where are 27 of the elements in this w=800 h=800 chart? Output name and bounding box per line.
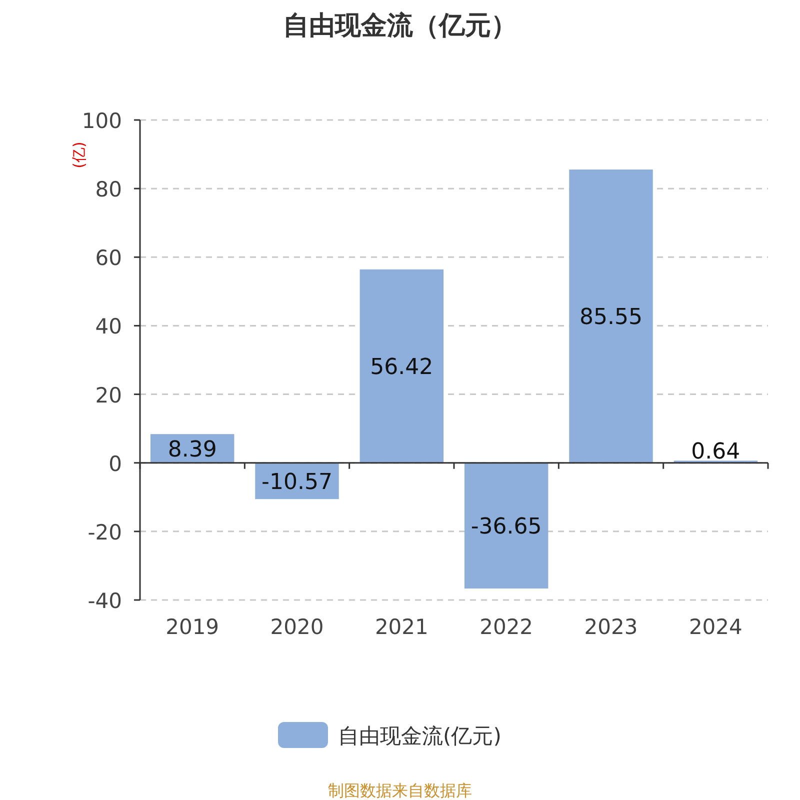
- data-label: -10.57: [262, 470, 332, 495]
- y-tick-label: 20: [95, 383, 122, 408]
- legend-label: 自由现金流(亿元): [338, 724, 502, 748]
- x-tick-label: 2020: [270, 615, 324, 639]
- y-tick-label: 40: [95, 314, 122, 339]
- y-tick-label: 100: [82, 109, 122, 133]
- y-tick-label: -20: [88, 520, 122, 544]
- data-label: 85.55: [580, 305, 642, 330]
- x-tick-label: 2024: [688, 615, 742, 639]
- y-tick-label: 60: [95, 246, 122, 270]
- bar: [464, 462, 548, 589]
- x-tick-label: 2019: [166, 615, 220, 639]
- chart-title: 自由现金流（亿元）: [283, 11, 517, 41]
- x-tick-label: 2023: [584, 615, 638, 639]
- y-tick-label: 0: [108, 452, 122, 476]
- y-axis-title: (亿): [70, 142, 88, 168]
- bar: [360, 269, 444, 463]
- data-label: -36.65: [470, 514, 542, 540]
- bar: [569, 170, 653, 463]
- text: 制图数据来自数据库: [328, 781, 472, 800]
- y-tick-label: -40: [88, 589, 122, 613]
- data-label: 0.64: [691, 440, 740, 465]
- y-tick-label: 80: [95, 178, 122, 202]
- x-tick-label: 2021: [374, 615, 428, 639]
- data-label: 8.39: [168, 437, 217, 462]
- x-tick-label: 2022: [480, 615, 534, 639]
- data-label: 56.42: [370, 355, 434, 380]
